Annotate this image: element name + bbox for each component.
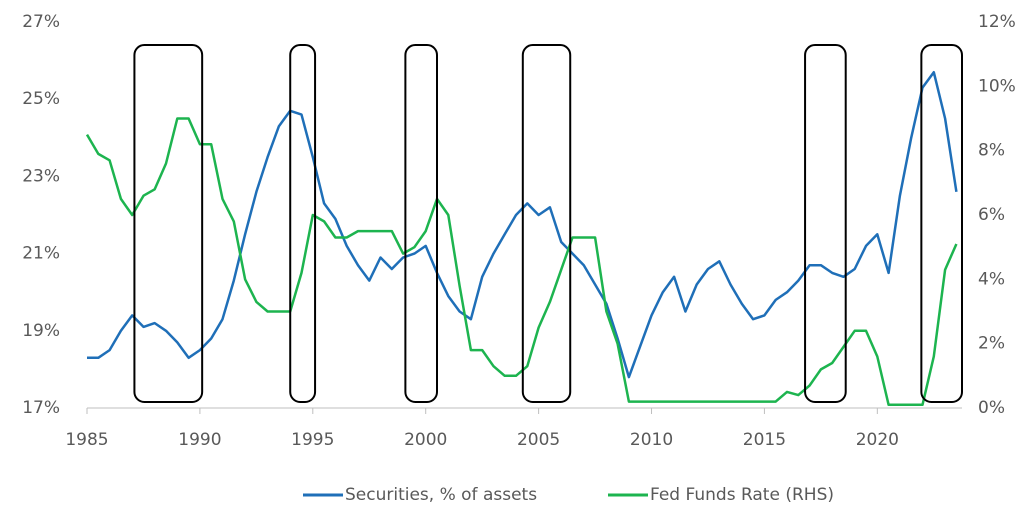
y-tick-label: 17%	[22, 398, 60, 418]
series-line	[85, 117, 958, 407]
x-tick-label: 2020	[856, 430, 899, 450]
x-tick-label: 1990	[178, 430, 221, 450]
y-tick-label: 27%	[22, 12, 60, 32]
y-tick-label: 21%	[22, 244, 60, 264]
y2-tick-label: 2%	[978, 334, 1005, 354]
highlight-box	[920, 44, 964, 403]
highlight-box	[521, 44, 572, 403]
highlight-box	[133, 44, 204, 403]
highlight-box	[289, 44, 317, 403]
y2-tick-label: 8%	[978, 141, 1005, 161]
y2-tick-label: 4%	[978, 269, 1005, 289]
x-tick-label: 2015	[743, 430, 786, 450]
legend-label: Securities, % of assets	[345, 485, 537, 505]
legend-label: Fed Funds Rate (RHS)	[650, 485, 834, 505]
x-tick-label: 1995	[291, 430, 334, 450]
x-tick-label: 1985	[65, 430, 108, 450]
y2-tick-label: 10%	[978, 76, 1016, 96]
y2-tick-label: 6%	[978, 205, 1005, 225]
x-tick-label: 2000	[404, 430, 447, 450]
y-tick-label: 23%	[22, 166, 60, 186]
highlight-box	[404, 44, 438, 403]
x-tick-label: 2010	[630, 430, 673, 450]
y2-tick-label: 12%	[978, 12, 1016, 32]
y2-tick-label: 0%	[978, 398, 1005, 418]
series-line	[87, 70, 958, 379]
highlight-box	[804, 44, 847, 403]
x-tick-label: 2005	[517, 430, 560, 450]
y-tick-label: 19%	[22, 321, 60, 341]
y-tick-label: 25%	[22, 89, 60, 109]
